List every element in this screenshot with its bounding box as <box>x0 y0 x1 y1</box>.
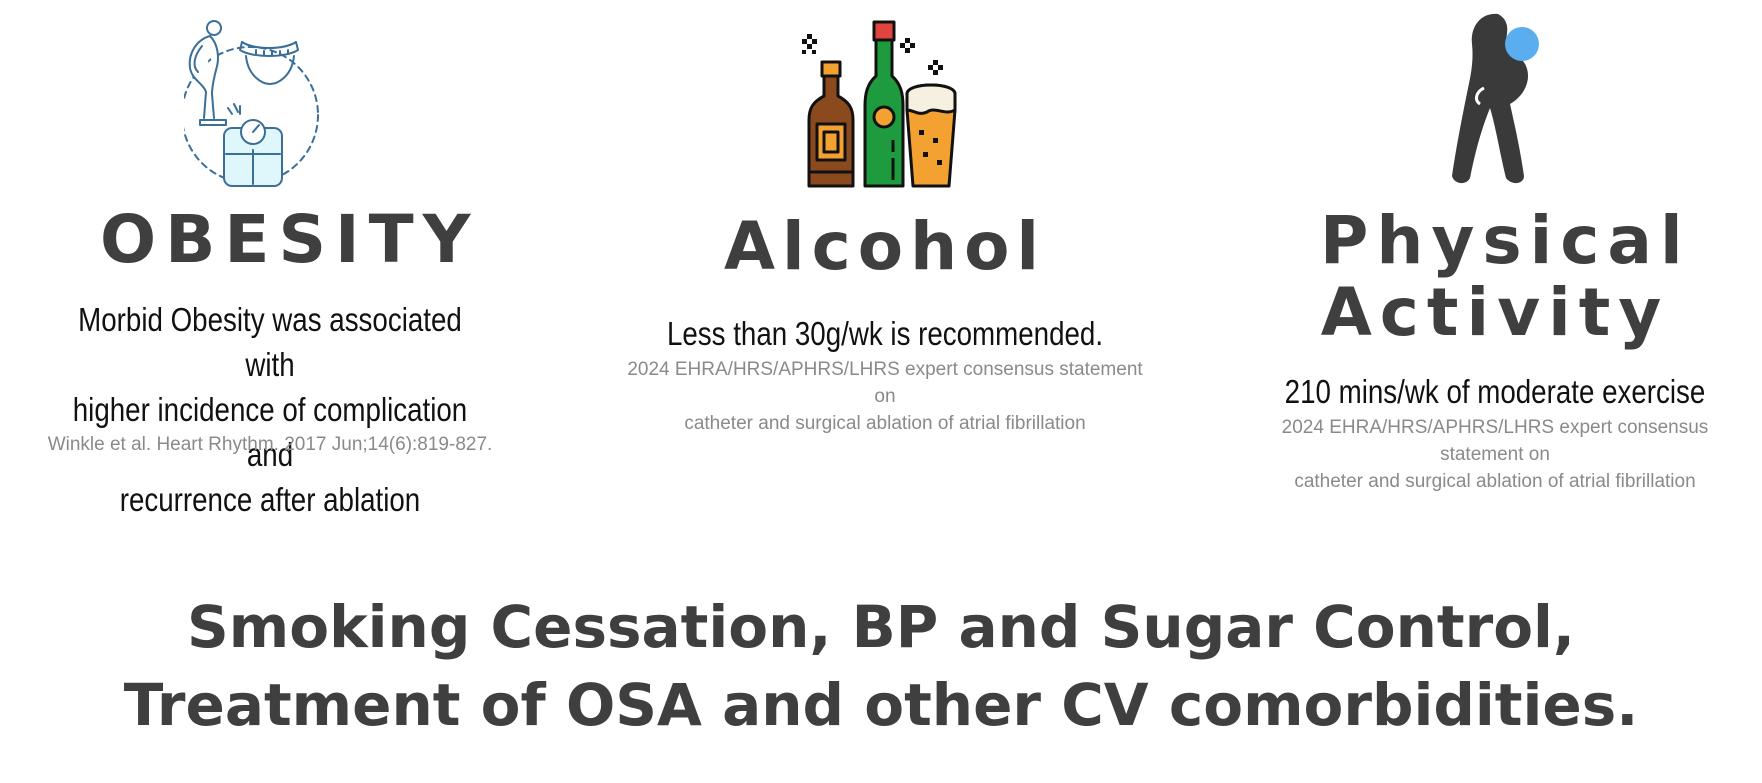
physical-activity-citation-line: catheter and surgical ablation of atrial… <box>1294 471 1696 492</box>
alcohol-citation-line: catheter and surgical ablation of atrial… <box>684 413 1086 434</box>
physical-activity-title-line: Activity <box>1320 274 1670 351</box>
alcohol-description: Less than 30g/wk is recommended. <box>666 315 1104 352</box>
obesity-description: Morbid Obesity was associated with highe… <box>68 297 471 522</box>
physical-activity-citation: 2024 EHRA/HRS/APHRS/LHRS expert consensu… <box>1240 414 1750 495</box>
bottom-statement-line: Smoking Cessation, BP and Sugar Control, <box>187 593 1575 661</box>
alcohol-citation-line: 2024 EHRA/HRS/APHRS/LHRS expert consensu… <box>627 359 1143 407</box>
alcohol-title: Alcohol <box>723 208 1047 285</box>
obesity-citation: Winkle et al. Heart Rhythm. 2017 Jun;14(… <box>47 434 493 455</box>
physical-activity-title: Physical Activity <box>1320 202 1691 351</box>
physical-activity-title-line: Physical <box>1320 202 1691 279</box>
obesity-description-line: higher incidence of complication and <box>72 391 468 473</box>
alcohol-citation: 2024 EHRA/HRS/APHRS/LHRS expert consensu… <box>620 356 1150 437</box>
obesity-description-line: Morbid Obesity was associated with <box>78 301 462 383</box>
exercise-person-icon <box>1440 8 1550 188</box>
physical-activity-description: 210 mins/wk of moderate exercise <box>1284 373 1706 410</box>
bottom-statement: Smoking Cessation, BP and Sugar Control,… <box>0 588 1762 744</box>
bottom-statement-line: Treatment of OSA and other CV comorbidit… <box>123 671 1639 739</box>
alcohol-bottles-icon <box>795 20 975 195</box>
obesity-description-line: recurrence after ablation <box>119 481 421 518</box>
obesity-title: OBESITY <box>100 201 480 278</box>
physical-activity-citation-line: 2024 EHRA/HRS/APHRS/LHRS expert consensu… <box>1281 417 1709 465</box>
weight-scale-icon <box>181 20 324 190</box>
